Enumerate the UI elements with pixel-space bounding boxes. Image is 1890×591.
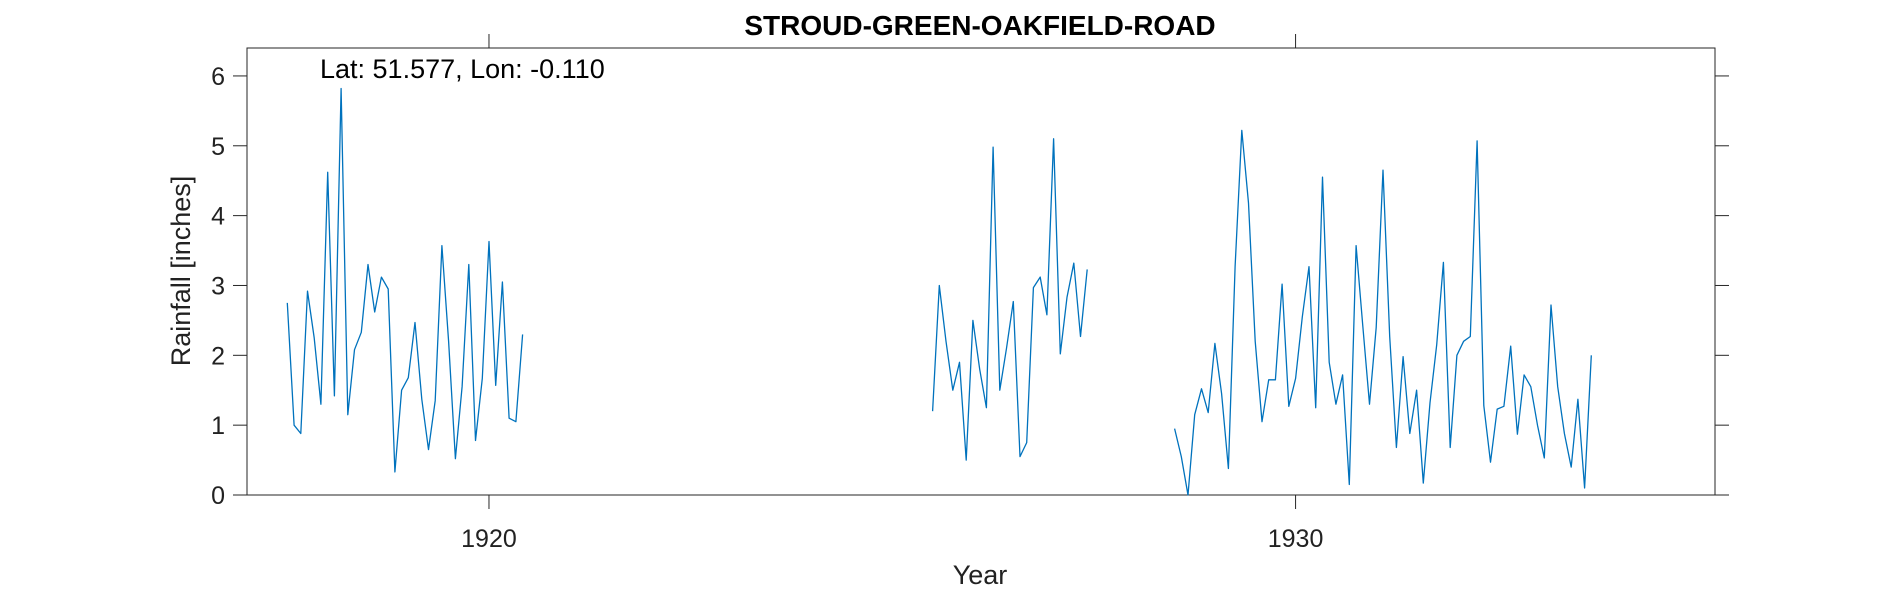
series-line-segment <box>931 138 1088 461</box>
location-annotation: Lat: 51.577, Lon: -0.110 <box>320 54 605 84</box>
axis-ticks: 0 1 2 3 4 5 6 1920 1930 <box>211 34 1729 553</box>
x-axis-label: Year <box>953 560 1008 590</box>
series-line-segment <box>286 87 524 473</box>
y-tick-label: 2 <box>211 342 225 370</box>
data-lines <box>286 87 1592 496</box>
y-tick-label: 0 <box>211 482 225 510</box>
plot-area <box>246 47 1716 496</box>
chart-title: STROUD-GREEN-OAKFIELD-ROAD <box>744 10 1215 41</box>
x-tick-label: 1930 <box>1268 525 1324 553</box>
y-tick-label: 4 <box>211 203 225 231</box>
y-tick-label: 6 <box>211 63 225 91</box>
y-tick-label: 3 <box>211 272 225 300</box>
y-tick-label: 1 <box>211 412 225 440</box>
x-tick-label: 1920 <box>461 525 517 553</box>
series-line-segment <box>1173 129 1592 496</box>
y-axis-label: Rainfall [inches] <box>166 176 196 367</box>
y-tick-label: 5 <box>211 133 225 161</box>
